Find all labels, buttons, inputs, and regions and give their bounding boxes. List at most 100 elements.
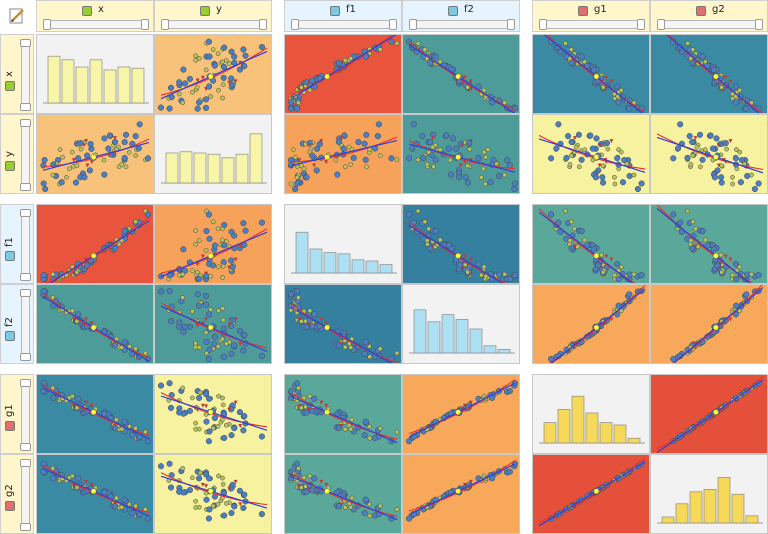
- data-point: [728, 257, 733, 262]
- scatter-cell-f2-g1[interactable]: [532, 284, 650, 364]
- slider-handle-max[interactable]: [20, 273, 31, 281]
- scatter-cell-y-x[interactable]: [36, 114, 154, 194]
- slider-handle-max[interactable]: [20, 523, 31, 531]
- histogram-cell-x[interactable]: [36, 34, 154, 114]
- row-header-y[interactable]: y: [0, 114, 34, 194]
- scatter-cell-g2-f2[interactable]: [402, 454, 520, 534]
- scatter-cell-y-g2[interactable]: [650, 114, 768, 194]
- column-header-g2[interactable]: g2: [650, 0, 768, 32]
- data-point: [361, 140, 368, 147]
- slider-handle-min[interactable]: [291, 19, 299, 30]
- row-header-f2[interactable]: f2: [0, 284, 34, 364]
- histogram-cell-f2[interactable]: [402, 284, 520, 364]
- scatter-cell-x-f1[interactable]: [284, 34, 402, 114]
- slider-handle-min[interactable]: [161, 19, 169, 30]
- histogram-cell-g1[interactable]: [532, 374, 650, 454]
- scatter-cell-y-g1[interactable]: [532, 114, 650, 194]
- scatter-cell-f1-g2[interactable]: [650, 204, 768, 284]
- scatter-cell-f2-f1[interactable]: [284, 284, 402, 364]
- scatter-cell-x-f2[interactable]: [402, 34, 520, 114]
- scatter-cell-f2-y[interactable]: [154, 284, 272, 364]
- range-slider[interactable]: [20, 209, 31, 281]
- data-point: [685, 40, 690, 46]
- slider-handle-max[interactable]: [259, 19, 267, 30]
- slider-handle-min[interactable]: [409, 19, 417, 30]
- data-point: [195, 323, 200, 328]
- column-header-y[interactable]: y: [154, 0, 272, 32]
- slider-handle-min[interactable]: [20, 209, 31, 217]
- edit-pencil-icon[interactable]: [0, 0, 36, 34]
- range-slider[interactable]: [161, 19, 267, 30]
- slider-handle-max[interactable]: [389, 19, 397, 30]
- histogram-cell-g2[interactable]: [650, 454, 768, 534]
- slider-handle-max[interactable]: [20, 353, 31, 361]
- row-header-g2[interactable]: g2: [0, 454, 34, 534]
- scatter-cell-g2-x[interactable]: [36, 454, 154, 534]
- slider-handle-min[interactable]: [20, 119, 31, 127]
- slider-handle-max[interactable]: [20, 103, 31, 111]
- histogram-cell-f1[interactable]: [284, 204, 402, 284]
- slider-handle-max[interactable]: [20, 183, 31, 191]
- scatter-cell-x-g1[interactable]: [532, 34, 650, 114]
- column-header-f1[interactable]: f1: [284, 0, 402, 32]
- row-header-x[interactable]: x: [0, 34, 34, 114]
- scatter-cell-x-g2[interactable]: [650, 34, 768, 114]
- row-header-f1[interactable]: f1: [0, 204, 34, 284]
- column-header-x[interactable]: x: [36, 0, 154, 32]
- slider-handle-max[interactable]: [507, 19, 515, 30]
- scatter-cell-f1-g1[interactable]: [532, 204, 650, 284]
- scatter-cell-f1-f2[interactable]: [402, 204, 520, 284]
- range-slider[interactable]: [20, 379, 31, 451]
- scatter-cell-y-f1[interactable]: [284, 114, 402, 194]
- slider-handle-max[interactable]: [755, 19, 763, 30]
- row-header-g1[interactable]: g1: [0, 374, 34, 454]
- slider-handle-max[interactable]: [141, 19, 149, 30]
- slider-handle-min[interactable]: [43, 19, 51, 30]
- scatter-cell-g1-y[interactable]: [154, 374, 272, 454]
- scatter-cell-f2-x[interactable]: [36, 284, 154, 364]
- slider-handle-min[interactable]: [657, 19, 665, 30]
- slider-handle-max[interactable]: [20, 443, 31, 451]
- range-slider[interactable]: [291, 19, 397, 30]
- scatter-cell-g1-f1[interactable]: [284, 374, 402, 454]
- cell-plot: [161, 133, 267, 184]
- mean-marker: [593, 252, 600, 259]
- slider-handle-min[interactable]: [539, 19, 547, 30]
- data-point: [206, 53, 213, 60]
- slider-handle-min[interactable]: [20, 459, 31, 467]
- scatter-cell-x-y[interactable]: [154, 34, 272, 114]
- column-header-g1[interactable]: g1: [532, 0, 650, 32]
- scatter-cell-g2-g1[interactable]: [532, 454, 650, 534]
- data-point: [478, 174, 484, 180]
- range-slider[interactable]: [539, 19, 645, 30]
- range-slider[interactable]: [20, 289, 31, 361]
- range-slider[interactable]: [20, 119, 31, 191]
- histogram-bar: [675, 503, 689, 524]
- scatter-cell-g1-f2[interactable]: [402, 374, 520, 454]
- scatter-cell-y-f2[interactable]: [402, 114, 520, 194]
- data-point: [333, 157, 339, 163]
- slider-handle-max[interactable]: [637, 19, 645, 30]
- slider-handle-min[interactable]: [20, 289, 31, 297]
- range-slider[interactable]: [657, 19, 763, 30]
- range-slider[interactable]: [20, 39, 31, 111]
- scatter-cell-g1-g2[interactable]: [650, 374, 768, 454]
- cell-plot: [656, 121, 764, 193]
- scatter-cell-f1-y[interactable]: [154, 204, 272, 284]
- column-header-f2[interactable]: f2: [402, 0, 520, 32]
- range-slider[interactable]: [409, 19, 515, 30]
- data-point: [111, 503, 119, 510]
- scatter-cell-g2-y[interactable]: [154, 454, 272, 534]
- slider-handle-min[interactable]: [20, 379, 31, 387]
- scatter-cell-f2-g2[interactable]: [650, 284, 768, 364]
- range-slider[interactable]: [43, 19, 149, 30]
- range-slider[interactable]: [20, 459, 31, 531]
- scatter-cell-g2-f1[interactable]: [284, 454, 402, 534]
- scatter-cell-g1-x[interactable]: [36, 374, 154, 454]
- data-point: [236, 327, 243, 334]
- cell-plot: [40, 460, 152, 522]
- scatter-cell-f1-x[interactable]: [36, 204, 154, 284]
- data-point: [176, 323, 183, 330]
- histogram-cell-y[interactable]: [154, 114, 272, 194]
- slider-handle-min[interactable]: [20, 39, 31, 47]
